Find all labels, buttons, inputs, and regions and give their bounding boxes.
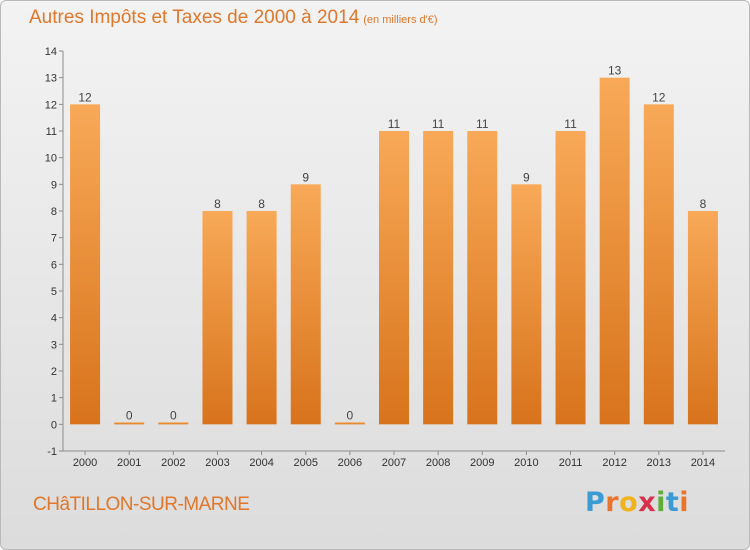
x-tick-label: 2003 [205,457,229,469]
logo-letter: r [605,487,620,518]
y-tick-label: 1 [51,393,57,405]
logo-letter: o [619,487,639,518]
x-tick-label: 2005 [293,457,317,469]
bar [246,211,277,425]
bar [687,211,718,425]
y-tick-label: 5 [51,286,57,298]
bar [643,104,674,425]
y-tick-label: 9 [51,179,57,191]
value-label: 13 [608,64,622,78]
x-tick-label: 2009 [470,457,494,469]
y-tick-label: 12 [45,99,57,111]
y-tick-label: 4 [51,313,57,325]
y-tick-label: 2 [51,366,57,378]
bar [202,211,233,425]
y-tick-label: 6 [51,259,57,271]
bar [599,77,630,425]
value-label: 9 [523,170,530,184]
value-label: 8 [258,197,265,211]
x-tick-label: 2001 [117,457,141,469]
bar [114,422,145,425]
bar [334,422,365,425]
bar [467,131,498,425]
value-label: 8 [214,197,221,211]
value-label: 12 [652,90,666,104]
value-label: 8 [700,197,707,211]
value-label: 0 [170,408,177,422]
y-tick-label: 8 [51,206,57,218]
y-tick-label: 11 [46,126,57,138]
x-tick-label: 2013 [647,457,671,469]
logo-letter: P [585,487,606,518]
bar [379,131,409,425]
value-label: 11 [476,117,489,131]
y-tick-label: -1 [47,446,57,458]
x-tick-label: 2012 [602,457,626,469]
x-tick-label: 2000 [73,457,97,469]
value-label: 0 [347,408,354,422]
y-tick-label: 13 [45,73,57,85]
logo-letter: x [638,487,657,518]
bar [158,422,189,425]
bar [511,184,542,425]
logo-letter: t [665,487,680,518]
chart-title-text: Autres Impôts et Taxes de 2000 à 2014 [29,7,360,28]
logo-letter: i [656,487,666,518]
proxiti-logo[interactable]: Proxiti [585,487,689,518]
value-label: 11 [564,117,577,131]
chart-subtitle: (en milliers d'€) [363,14,438,26]
logo-letter: i [679,487,690,518]
x-tick-label: 2006 [338,457,362,469]
bar [423,131,454,425]
x-tick-label: 2002 [161,457,185,469]
chart-title: Autres Impôts et Taxes de 2000 à 2014 (en… [29,7,438,29]
value-label: 11 [432,117,445,131]
value-label: 12 [78,90,92,104]
bar [70,104,101,425]
y-tick-label: 10 [45,153,57,165]
value-label: 11 [388,117,401,131]
x-tick-label: 2011 [559,457,583,469]
y-tick-label: 7 [51,233,57,245]
value-label: 9 [302,170,309,184]
x-tick-label: 2008 [426,457,450,469]
x-tick-label: 2004 [249,457,273,469]
y-tick-label: 14 [45,46,57,58]
x-tick-label: 2014 [691,457,715,469]
x-tick-label: 2010 [514,457,538,469]
value-label: 0 [126,408,133,422]
bar [555,131,586,425]
y-tick-label: 3 [51,339,57,351]
location-name: CHâTILLON-SUR-MARNE [33,494,250,515]
bar [290,184,321,425]
x-tick-label: 2007 [382,457,406,469]
y-tick-label: 0 [51,419,57,431]
